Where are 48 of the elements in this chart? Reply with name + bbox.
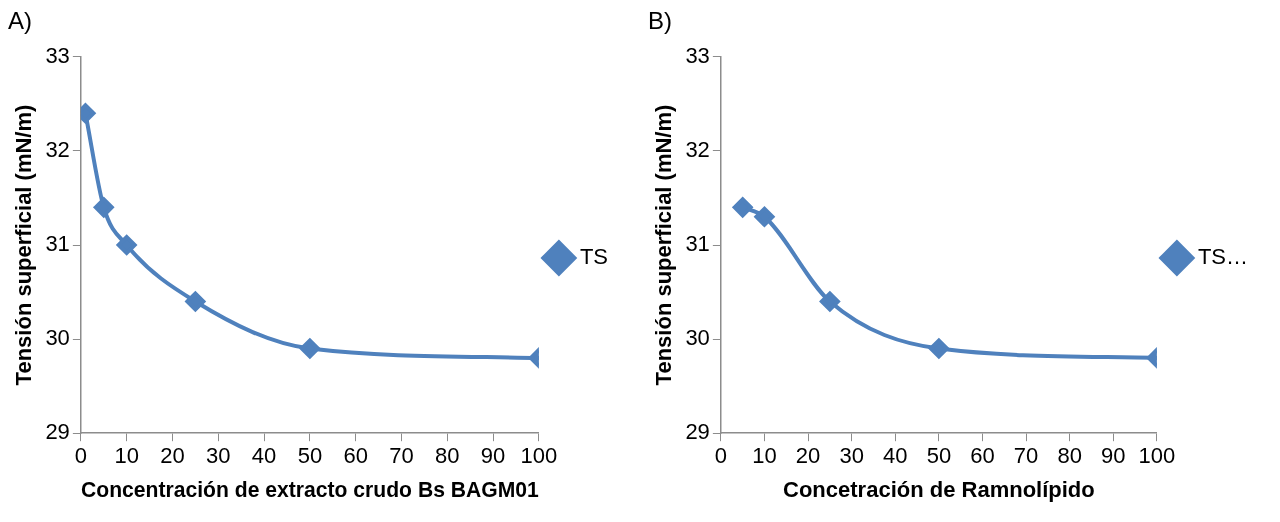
point [732,197,753,218]
x-tick-label: 70 [1013,443,1039,469]
x-tick-label: 10 [752,443,777,469]
y-tick-label: 32 [45,136,70,162]
y-tick-label: 30 [45,325,70,351]
y-tick-label: 30 [685,325,710,351]
point [185,291,206,312]
x-tick-label: 100 [520,443,558,469]
x-tick-label: 20 [795,443,821,469]
y-tick-label: 31 [45,231,70,257]
x-tick-label: 30 [206,443,231,469]
x-tick-label: 90 [480,443,506,469]
y-axis-title: Tensión superficial (mN/m) [651,104,677,386]
x-axis-title: Concentración de extracto crudo Bs BAGM01 [80,476,539,502]
x-tick-label: 80 [1057,443,1082,469]
x-tick-label: 0 [74,443,87,469]
x-tick-label: 30 [839,443,864,469]
point [299,338,320,359]
x-tick-label: 60 [343,443,368,469]
x-tick-label: 10 [114,443,139,469]
legend-label: TS… [1197,244,1249,270]
x-tick-label: 100 [1138,443,1176,469]
point [819,291,840,312]
y-axis-title: Tensión superficial (mN/m) [11,104,37,386]
point [754,206,775,227]
x-tick-label: 80 [435,443,460,469]
x-tick-label: 50 [297,443,323,469]
y-tick-label: 33 [685,42,710,68]
x-tick-label: 60 [970,443,995,469]
point [928,338,949,359]
x-axis-title: Concetración de Ramnolípido [783,476,1095,502]
y-tick-label: 32 [685,136,710,162]
y-tick-label: 33 [45,42,70,68]
point [93,197,114,218]
chart-title: A) [8,7,32,35]
y-tick-label: 29 [685,419,710,445]
x-tick-label: 0 [714,443,727,469]
x-tick-label: 70 [389,443,414,469]
y-tick-label: 29 [45,419,70,445]
point [116,235,137,255]
x-tick-label: 20 [160,443,185,469]
x-tick-label: 40 [251,443,277,469]
legend-label: TS [579,244,609,270]
y-tick-label: 31 [685,231,710,257]
x-tick-label: 40 [883,443,908,469]
x-tick-label: 50 [926,443,952,469]
x-tick-label: 90 [1101,443,1126,469]
chart-title: B) [648,7,672,35]
